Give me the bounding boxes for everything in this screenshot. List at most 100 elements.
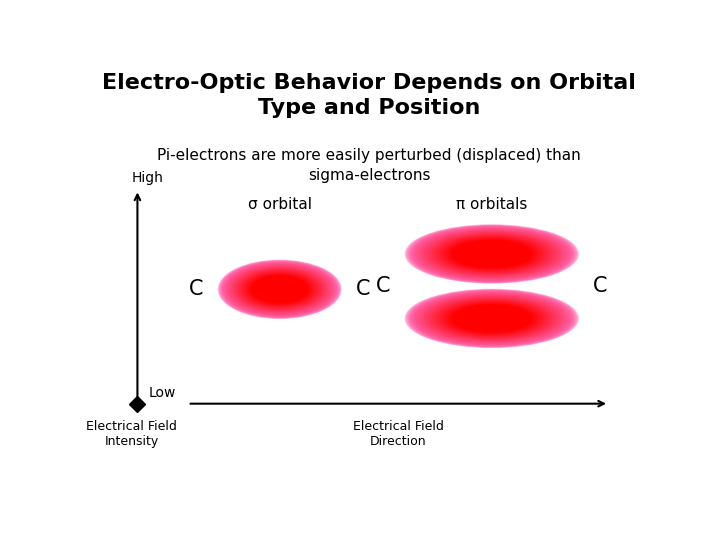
Ellipse shape xyxy=(441,301,543,336)
Ellipse shape xyxy=(451,305,533,332)
Ellipse shape xyxy=(220,261,339,318)
Ellipse shape xyxy=(428,233,555,275)
Ellipse shape xyxy=(227,265,333,314)
Ellipse shape xyxy=(443,238,541,271)
Ellipse shape xyxy=(433,299,550,338)
Ellipse shape xyxy=(427,296,557,340)
Ellipse shape xyxy=(244,273,315,306)
Ellipse shape xyxy=(448,303,536,333)
Ellipse shape xyxy=(415,228,569,280)
Ellipse shape xyxy=(251,275,309,303)
Ellipse shape xyxy=(416,293,567,344)
Ellipse shape xyxy=(438,236,545,272)
Ellipse shape xyxy=(230,266,330,313)
Ellipse shape xyxy=(243,272,316,307)
Ellipse shape xyxy=(241,271,318,308)
Ellipse shape xyxy=(408,226,576,282)
Ellipse shape xyxy=(236,269,323,310)
Ellipse shape xyxy=(420,294,564,342)
Ellipse shape xyxy=(411,292,572,346)
Ellipse shape xyxy=(453,241,531,267)
Ellipse shape xyxy=(449,240,534,268)
Ellipse shape xyxy=(247,274,312,305)
Ellipse shape xyxy=(414,292,570,345)
Ellipse shape xyxy=(408,290,576,347)
Ellipse shape xyxy=(405,289,578,348)
Ellipse shape xyxy=(419,294,564,343)
Ellipse shape xyxy=(449,304,534,333)
Text: σ orbital: σ orbital xyxy=(248,198,312,212)
Ellipse shape xyxy=(219,261,341,318)
Ellipse shape xyxy=(221,261,338,317)
Ellipse shape xyxy=(439,301,544,336)
Ellipse shape xyxy=(407,225,577,282)
Ellipse shape xyxy=(411,227,572,281)
Ellipse shape xyxy=(441,237,543,271)
Ellipse shape xyxy=(435,235,549,273)
Ellipse shape xyxy=(246,273,313,305)
Ellipse shape xyxy=(414,228,570,280)
Ellipse shape xyxy=(252,276,307,302)
Ellipse shape xyxy=(415,293,569,345)
Ellipse shape xyxy=(421,295,562,342)
Ellipse shape xyxy=(248,275,311,304)
Ellipse shape xyxy=(446,303,538,334)
Ellipse shape xyxy=(425,296,559,341)
Ellipse shape xyxy=(437,235,546,272)
Text: C: C xyxy=(593,276,608,296)
Ellipse shape xyxy=(436,235,548,273)
Ellipse shape xyxy=(451,240,532,267)
Ellipse shape xyxy=(225,264,334,315)
Ellipse shape xyxy=(442,237,541,271)
Ellipse shape xyxy=(444,238,539,270)
Ellipse shape xyxy=(418,293,566,343)
Ellipse shape xyxy=(410,291,573,346)
Ellipse shape xyxy=(438,300,545,336)
Ellipse shape xyxy=(233,267,326,312)
Ellipse shape xyxy=(421,230,562,278)
Ellipse shape xyxy=(439,237,544,272)
Ellipse shape xyxy=(446,239,538,269)
Ellipse shape xyxy=(431,298,553,339)
Ellipse shape xyxy=(409,226,575,282)
Text: Electrical Field
Intensity: Electrical Field Intensity xyxy=(86,420,177,448)
Ellipse shape xyxy=(250,275,310,303)
Ellipse shape xyxy=(426,296,557,341)
Ellipse shape xyxy=(239,270,320,308)
Ellipse shape xyxy=(246,273,314,306)
Ellipse shape xyxy=(436,300,548,338)
Ellipse shape xyxy=(235,268,324,310)
Ellipse shape xyxy=(432,234,552,274)
Ellipse shape xyxy=(423,295,561,342)
Ellipse shape xyxy=(430,233,554,275)
Ellipse shape xyxy=(223,262,336,316)
Text: Electro-Optic Behavior Depends on Orbital
Type and Position: Electro-Optic Behavior Depends on Orbita… xyxy=(102,73,636,118)
Ellipse shape xyxy=(426,232,557,276)
Ellipse shape xyxy=(446,239,537,269)
Ellipse shape xyxy=(423,231,560,277)
Ellipse shape xyxy=(431,233,553,274)
Ellipse shape xyxy=(446,303,537,334)
Ellipse shape xyxy=(413,227,571,281)
Ellipse shape xyxy=(418,229,566,279)
Ellipse shape xyxy=(451,240,533,268)
Ellipse shape xyxy=(420,230,564,278)
Ellipse shape xyxy=(444,302,539,334)
Text: C: C xyxy=(189,279,203,299)
Ellipse shape xyxy=(409,291,575,346)
Ellipse shape xyxy=(229,265,330,314)
Ellipse shape xyxy=(423,295,560,341)
Ellipse shape xyxy=(413,292,571,345)
Ellipse shape xyxy=(419,230,564,279)
Ellipse shape xyxy=(251,276,308,303)
Ellipse shape xyxy=(433,234,550,274)
Ellipse shape xyxy=(410,226,573,281)
Ellipse shape xyxy=(235,268,325,310)
Ellipse shape xyxy=(240,271,320,308)
Ellipse shape xyxy=(453,305,531,332)
Ellipse shape xyxy=(226,264,333,315)
Text: Electrical Field
Direction: Electrical Field Direction xyxy=(353,420,444,448)
Text: C: C xyxy=(376,276,390,296)
Text: High: High xyxy=(132,171,163,185)
Ellipse shape xyxy=(448,239,536,269)
